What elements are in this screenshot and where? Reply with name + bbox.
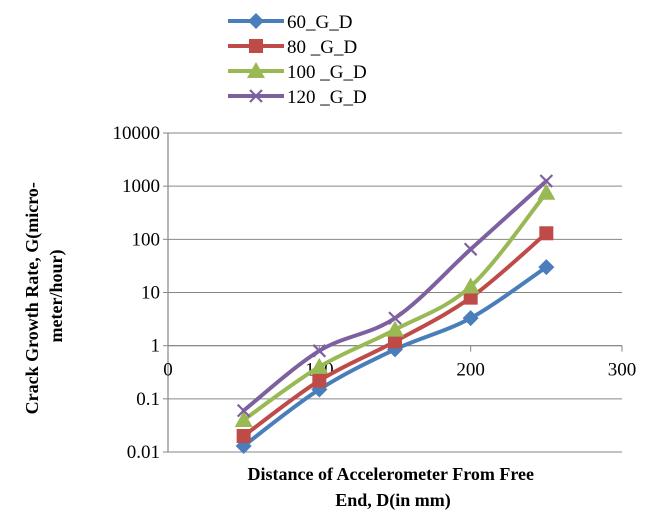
- y-tick-label: 10000: [113, 123, 161, 144]
- y-tick-label: 0.01: [127, 442, 160, 463]
- x-axis-title-line-2: End, D(in mm): [335, 490, 451, 511]
- x-tick-label: 0: [163, 360, 173, 381]
- y-axis-title: Crack Growth Rate, G(micro- meter/hour): [22, 178, 67, 415]
- series-2: [236, 226, 554, 443]
- legend-label: 100 _G_D: [287, 62, 367, 83]
- legend-marker: [249, 39, 263, 53]
- data-point: [537, 183, 556, 200]
- y-tick-label: 1000: [122, 176, 160, 197]
- series-3: [234, 183, 556, 427]
- data-point: [236, 403, 251, 418]
- y-tick-label: 0.1: [136, 389, 160, 410]
- series-1: [235, 259, 555, 454]
- data-point: [539, 174, 554, 188]
- y-axis-title-line-1: Crack Growth Rate, G(micro-: [22, 182, 43, 414]
- data-point: [312, 344, 327, 358]
- legend-item: 100 _G_D: [228, 62, 367, 83]
- data-point: [312, 373, 327, 388]
- series-4: [236, 174, 554, 418]
- data-point: [462, 310, 479, 327]
- series-line: [241, 179, 549, 413]
- legend-label: 80 _G_D: [287, 37, 357, 58]
- data-point: [463, 290, 478, 305]
- x-axis-title: Distance of Accelerometer From Free End,…: [247, 464, 538, 511]
- y-tick-label: 100: [132, 229, 161, 250]
- x-tick-label: 300: [608, 360, 637, 381]
- data-point: [461, 277, 480, 294]
- series-line: [241, 190, 549, 422]
- series-lines: [234, 174, 556, 454]
- legend-item: 80 _G_D: [228, 37, 357, 58]
- y-tick-label: 1: [151, 336, 161, 357]
- legend-label: 120 _G_D: [287, 87, 367, 108]
- y-tick-label: 10: [141, 283, 160, 304]
- x-tick-labels: 0100200300: [163, 345, 637, 381]
- data-point: [388, 311, 402, 325]
- data-point: [236, 428, 251, 443]
- legend-item: 60_G_D: [228, 12, 352, 33]
- legend-marker: [249, 89, 263, 103]
- gridlines: [163, 132, 622, 453]
- data-point: [539, 226, 554, 241]
- y-tick-labels: 0.01 0.1 1 10 100 1000 10000: [113, 123, 161, 463]
- legend-label: 60_G_D: [287, 12, 352, 33]
- legend-item: 120 _G_D: [228, 87, 367, 108]
- data-point: [463, 242, 478, 257]
- data-point: [386, 320, 404, 337]
- y-axis-title-line-2: meter/hour): [46, 250, 67, 343]
- legend-marker: [248, 13, 264, 29]
- legend-marker: [247, 62, 265, 78]
- x-tick-label: 200: [456, 360, 485, 381]
- data-point: [234, 410, 253, 427]
- data-point: [388, 334, 402, 349]
- legend: 60_G_D 80 _G_D 100 _G_D 120 _G_D: [228, 12, 367, 108]
- data-point: [538, 259, 555, 276]
- x-axis-title-line-1: Distance of Accelerometer From Free: [247, 464, 534, 484]
- data-point: [310, 357, 329, 374]
